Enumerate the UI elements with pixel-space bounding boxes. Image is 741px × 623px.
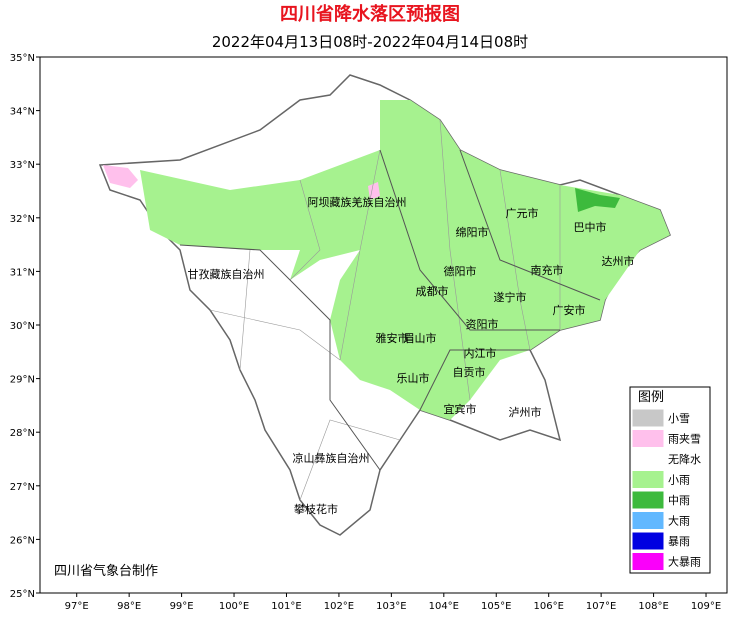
- title: 四川省降水落区预报图: [280, 3, 460, 25]
- y-tick-label: 35°N: [10, 53, 35, 64]
- city-label: 甘孜藏族自治州: [188, 267, 265, 281]
- city-label: 内江市: [464, 346, 497, 360]
- x-tick-label: 105°E: [481, 601, 511, 612]
- x-tick-label: 103°E: [376, 601, 406, 612]
- county-lines: [209, 119, 561, 501]
- legend-swatch: [632, 553, 664, 570]
- legend-label: 小雨: [668, 474, 690, 487]
- x-tick-label: 107°E: [586, 601, 616, 612]
- city-label: 资阳市: [466, 317, 499, 331]
- y-tick-label: 29°N: [10, 375, 35, 386]
- city-label: 凉山彝族自治州: [293, 451, 370, 465]
- y-tick-label: 25°N: [10, 589, 35, 600]
- x-tick-label: 99°E: [170, 601, 194, 612]
- legend-swatch: [632, 471, 664, 488]
- x-tick-label: 101°E: [271, 601, 301, 612]
- prefecture-lines: [179, 149, 601, 471]
- city-label: 达州市: [602, 254, 635, 268]
- legend-label: 小雪: [668, 412, 690, 425]
- subtitle: 2022年04月13日08时-2022年04月14日08时: [212, 33, 528, 51]
- city-label: 绵阳市: [456, 225, 489, 239]
- x-tick-label: 109°E: [691, 601, 721, 612]
- x-tick-label: 97°E: [65, 601, 89, 612]
- legend-label: 无降水: [668, 452, 701, 466]
- y-tick-label: 28°N: [10, 428, 35, 439]
- y-tick-label: 33°N: [10, 160, 35, 171]
- city-label: 攀枝花市: [294, 502, 338, 516]
- city-label: 乐山市: [397, 371, 430, 385]
- legend-swatch: [632, 409, 664, 427]
- sleet-area: [103, 165, 138, 188]
- x-tick-label: 104°E: [429, 601, 459, 612]
- legend-swatch: [632, 491, 664, 509]
- x-tick-label: 100°E: [219, 601, 249, 612]
- y-tick-label: 26°N: [10, 535, 35, 546]
- legend-swatch: [632, 532, 664, 550]
- x-tick-label: 102°E: [324, 601, 354, 612]
- legend-label: 大暴雨: [668, 555, 701, 569]
- city-label: 眉山市: [404, 331, 437, 345]
- legend-label: 雨夹雪: [668, 433, 701, 446]
- x-tick-label: 108°E: [638, 601, 668, 612]
- city-label: 宜宾市: [444, 402, 477, 416]
- legend-swatch: [633, 451, 663, 467]
- city-label: 广元市: [506, 206, 539, 220]
- city-label: 自贡市: [453, 365, 486, 379]
- city-label: 泸州市: [509, 405, 542, 419]
- city-label: 巴中市: [574, 220, 607, 234]
- city-label: 阿坝藏族羌族自治州: [308, 195, 407, 209]
- y-tick-label: 32°N: [10, 214, 35, 225]
- city-label: 广安市: [553, 303, 586, 317]
- legend-title: 图例: [638, 390, 664, 405]
- legend-swatch: [632, 430, 664, 447]
- city-label: 雅安市: [376, 331, 409, 345]
- x-tick-label: 98°E: [117, 601, 141, 612]
- city-label: 成都市: [416, 284, 449, 298]
- legend-swatch: [632, 512, 664, 529]
- moderate-rain-area: [575, 188, 620, 212]
- y-tick-label: 30°N: [10, 321, 35, 332]
- y-tick-label: 31°N: [10, 267, 35, 278]
- light-rain-area: [140, 100, 670, 420]
- city-label: 遂宁市: [494, 290, 527, 304]
- legend-label: 中雨: [668, 494, 690, 507]
- y-tick-label: 34°N: [10, 107, 35, 118]
- x-tick-label: 106°E: [533, 601, 563, 612]
- legend-label: 暴雨: [668, 535, 690, 548]
- city-label: 德阳市: [444, 264, 477, 278]
- legend-label: 大雨: [668, 514, 690, 528]
- city-label: 南充市: [531, 263, 564, 277]
- y-tick-label: 27°N: [10, 482, 35, 493]
- credit: 四川省气象台制作: [54, 563, 158, 579]
